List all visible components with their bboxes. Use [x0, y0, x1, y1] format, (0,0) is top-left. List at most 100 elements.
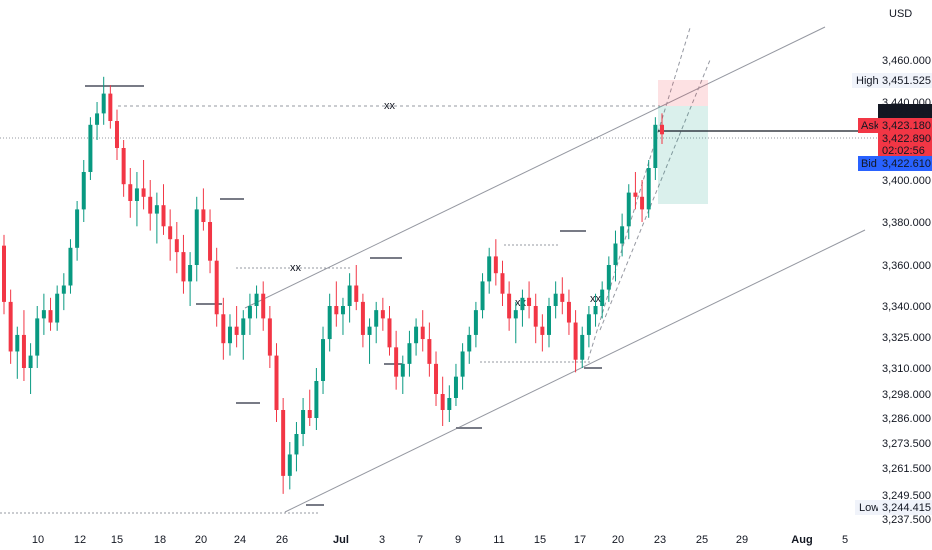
- candle-body: [81, 172, 86, 210]
- candle-body: [294, 434, 299, 455]
- x-tick-label: 9: [455, 534, 461, 546]
- candle-body: [108, 93, 113, 121]
- candle-body: [553, 293, 558, 306]
- candle-body: [467, 334, 472, 352]
- candle-body: [500, 273, 505, 294]
- candle-body: [221, 314, 226, 344]
- ask-value: 3,423.180: [882, 120, 931, 132]
- candle-body: [61, 285, 66, 294]
- candle-body: [460, 351, 465, 377]
- candle-body: [593, 306, 598, 315]
- candle-body: [447, 398, 452, 410]
- x-tick-label: 10: [32, 534, 44, 546]
- candle-body: [660, 124, 664, 135]
- bar-countdown: 02:02:56: [882, 145, 925, 157]
- projection-line-1: [587, 27, 691, 361]
- candle-body: [301, 410, 306, 434]
- candle-body: [15, 334, 20, 352]
- candle-body: [188, 265, 193, 282]
- target-zone[interactable]: [658, 106, 708, 204]
- last-price-value: 3,427.044: [882, 106, 931, 118]
- y-tick-label: 3,325.000: [882, 332, 931, 344]
- x-tick-label: 25: [696, 534, 708, 546]
- candle-body: [527, 297, 532, 306]
- candle-body: [480, 281, 485, 311]
- candle-body: [154, 205, 159, 214]
- candle-body: [21, 334, 26, 368]
- y-tick-label: 3,360.000: [882, 260, 931, 272]
- low-label: Low: [859, 502, 879, 514]
- low-value: 3,244.415: [882, 502, 931, 514]
- candle-body: [394, 347, 399, 377]
- channel-upper-line[interactable]: [244, 26, 826, 309]
- x-tick-label: 3: [379, 534, 385, 546]
- candle-body: [374, 310, 379, 327]
- x-tick-label: 23: [654, 534, 666, 546]
- candle-body: [247, 306, 252, 319]
- x-tick-label: 24: [234, 534, 246, 546]
- candle-body: [95, 113, 100, 125]
- candle-body: [473, 310, 478, 335]
- y-tick-label: 3,273.500: [882, 438, 931, 450]
- candle-body: [507, 293, 512, 319]
- candle-body: [281, 410, 286, 476]
- candle-body: [547, 306, 552, 335]
- candle-body: [2, 245, 6, 302]
- candle-body: [387, 318, 392, 348]
- candle-body: [440, 394, 445, 410]
- candle-body: [75, 209, 80, 248]
- candle-body: [287, 454, 292, 476]
- candle-body: [620, 226, 625, 244]
- high-label: High: [856, 75, 879, 87]
- candle-body: [254, 293, 259, 306]
- candle-body: [174, 239, 179, 253]
- candle-body: [586, 314, 591, 335]
- candle-body: [307, 410, 312, 418]
- channel-lower-line[interactable]: [284, 229, 866, 513]
- candle-body: [573, 322, 578, 360]
- y-tick-label: 3,249.500: [882, 490, 931, 502]
- x-tick-label: 20: [195, 534, 207, 546]
- y-tick-label: 3,261.500: [882, 463, 931, 475]
- y-tick-label: 3,340.000: [882, 301, 931, 313]
- candle-body: [640, 196, 645, 210]
- x-tick-label: 17: [574, 534, 586, 546]
- y-tick-label: 3,310.000: [882, 363, 931, 375]
- candle-body: [161, 205, 166, 227]
- candle-body: [653, 124, 658, 168]
- candle-body: [513, 310, 518, 319]
- candle-body: [434, 363, 439, 394]
- x-tick-label: 18: [154, 534, 166, 546]
- candle-body: [267, 318, 272, 356]
- candle-body: [453, 376, 458, 398]
- y-tick-label: 3,400.000: [882, 175, 931, 187]
- candle-body: [600, 289, 605, 306]
- candle-body: [28, 355, 33, 368]
- candle-body: [114, 121, 119, 148]
- candle-body: [414, 326, 419, 344]
- y-tick-label: 3,298.000: [882, 389, 931, 401]
- candle-body: [533, 306, 538, 327]
- current-price-value: 3,422.890: [882, 133, 931, 145]
- x-tick-label: 15: [534, 534, 546, 546]
- candle-body: [340, 306, 345, 315]
- candle-body: [646, 168, 651, 210]
- candle-body: [626, 192, 631, 227]
- x-tick-label: 26: [276, 534, 288, 546]
- candle-body: [121, 148, 126, 185]
- candle-body: [633, 192, 638, 197]
- candle-body: [134, 188, 139, 201]
- candle-body: [208, 222, 213, 261]
- candle-body: [181, 252, 186, 282]
- candle-body: [327, 306, 332, 340]
- chart-overlays: xx xx xx xx: [0, 26, 880, 514]
- candle-body: [201, 209, 206, 222]
- x-tick-label: Jul: [333, 534, 349, 546]
- time-axis[interactable]: 10 12 15 18 20 24 26 Jul 3 7 9 11 15 17 20 23 25 29 Aug 5: [32, 534, 848, 546]
- x-tick-label: 12: [74, 534, 86, 546]
- marker-xx-1: xx: [384, 100, 396, 112]
- candle-body: [520, 297, 525, 311]
- candle-body: [214, 260, 219, 315]
- stop-zone[interactable]: [658, 80, 708, 106]
